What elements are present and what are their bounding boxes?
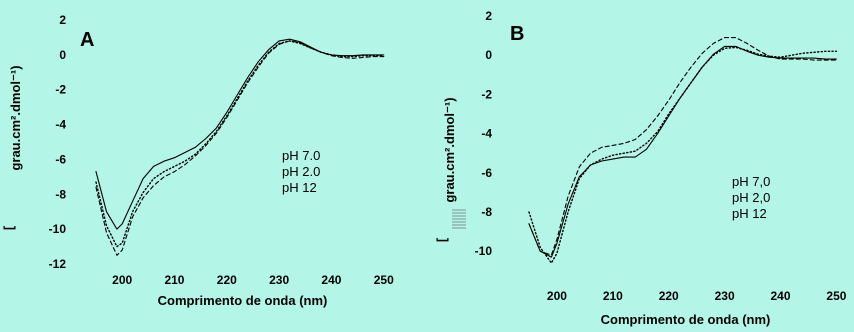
chart-b-y-axis-bracket: [: [434, 237, 449, 242]
chart-b-x-tick-label: 250: [826, 289, 846, 303]
chart-a-y-tick-label: -6: [55, 152, 66, 166]
chart-a-legend-entry: pH 12: [282, 180, 317, 195]
chart-b-y-tick-label: 2: [485, 9, 492, 23]
chart-b-bracket-ticks: [452, 209, 466, 229]
chart-a-panel-label: A: [80, 29, 94, 51]
chart-a-y-tick-label: -8: [55, 187, 66, 201]
chart-a-y-tick-label: -12: [49, 257, 67, 271]
chart-a-y-axis-title: grau.cm².dmol⁻¹): [8, 65, 23, 170]
chart-b-x-axis-title: Comprimento de onda (nm): [601, 312, 771, 327]
chart-a-x-tick-label: 200: [112, 273, 132, 287]
chart-a-y-tick-label: 2: [59, 13, 66, 27]
chart-a-y-tick-label: 0: [59, 48, 66, 62]
chart-b-x-tick-label: 200: [547, 289, 567, 303]
chart-a-series-dotted: [95, 40, 385, 248]
chart-a-legend-entry: pH 2.0: [282, 164, 320, 179]
chart-b-y-tick-label: -4: [481, 127, 492, 141]
chart-a-x-tick-label: 220: [217, 273, 237, 287]
chart-a-y-tick-label: -2: [55, 83, 66, 97]
chart-a-legend-entry: pH 7.0: [282, 148, 320, 163]
chart-b-y-axis-title: grau.cm².dmol⁻¹): [442, 97, 457, 202]
chart-b-legend-entry: pH 7,0: [732, 174, 770, 189]
chart-b-x-tick-label: 220: [659, 289, 679, 303]
chart-a-y-tick-label: -4: [55, 118, 66, 132]
chart-b-x-tick-label: 230: [715, 289, 735, 303]
chart-a-x-axis-title: Comprimento de onda (nm): [158, 293, 328, 308]
chart-a: A2 0 -2 -4 -6 -8 -10 -12 200 210 220 230 240 250 Compr…: [1, 13, 394, 308]
chart-b-legend-entry: pH 2,0: [732, 190, 770, 205]
chart-a-x-tick-label: 240: [321, 273, 341, 287]
chart-b-x-tick-label: 240: [771, 289, 791, 303]
chart-b: B 2 0 -2 -4 -6 -8 -10 200 210 220 230 240 250 Comprime…: [434, 9, 847, 327]
chart-b-y-tick-label: -10: [475, 244, 493, 258]
chart-a-x-tick-label: 210: [164, 273, 184, 287]
chart-b-y-tick-label: -2: [481, 87, 492, 101]
chart-b-y-tick-label: -8: [481, 205, 492, 219]
chart-b-panel-label: B: [510, 23, 524, 45]
chart-a-x-tick-label: 250: [374, 273, 394, 287]
chart-b-y-tick-label: 0: [485, 48, 492, 62]
chart-b-x-tick-label: 210: [603, 289, 623, 303]
chart-a-y-axis-bracket: [: [1, 225, 16, 230]
chart-a-x-tick-label: 230: [269, 273, 289, 287]
chart-a-series-dashed: [95, 40, 385, 256]
chart-b-series-dotted: [528, 46, 838, 264]
chart-b-legend-entry: pH 12: [732, 206, 767, 221]
chart-a-y-tick-label: -10: [49, 222, 67, 236]
chart-b-series-dashed: [528, 37, 837, 256]
chart-b-y-tick-label: -6: [481, 166, 492, 180]
